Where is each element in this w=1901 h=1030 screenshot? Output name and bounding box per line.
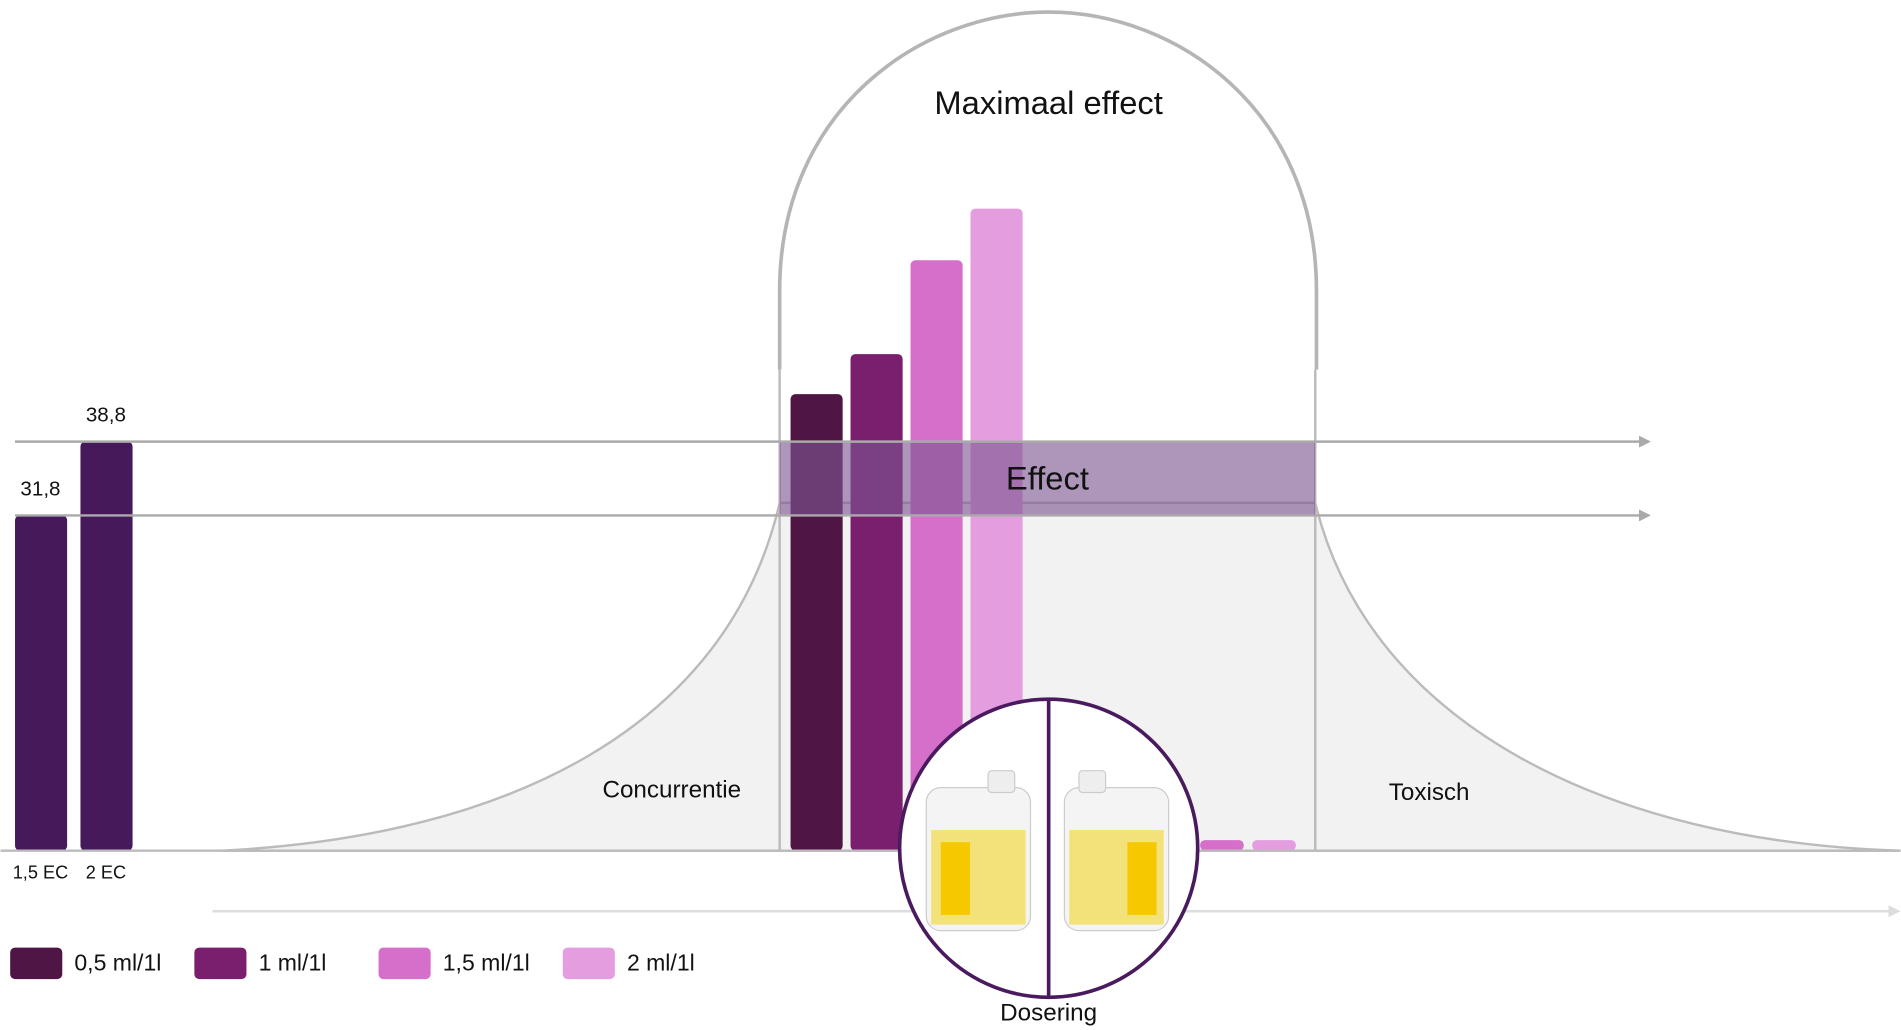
legend-label: 1 ml/1l — [259, 950, 327, 976]
legend-swatch — [10, 947, 63, 980]
effect-band — [779, 441, 1316, 516]
bar — [850, 354, 903, 851]
legend-swatch — [378, 947, 431, 980]
bar — [1252, 840, 1296, 851]
bottle — [1063, 770, 1170, 932]
legend-label: 1,5 ml/1l — [443, 950, 530, 976]
x-tick-label: 1,5 EC — [13, 862, 69, 882]
title: Maximaal effect — [934, 84, 1162, 121]
x-axis-label: Dosering — [1000, 1000, 1097, 1027]
dome — [777, 10, 1319, 370]
zone-label: Concurrentie — [602, 777, 741, 804]
value-label: 31,8 — [20, 477, 60, 500]
bar — [15, 515, 68, 851]
legend-label: 2 ml/1l — [627, 950, 695, 976]
bar — [910, 260, 963, 851]
legend-swatch — [194, 947, 247, 980]
dosing-circle — [897, 697, 1200, 1000]
legend-label: 0,5 ml/1l — [74, 950, 161, 976]
band-label: Effect — [1006, 460, 1089, 497]
bar — [1200, 840, 1244, 851]
zone-label: Toxisch — [1389, 779, 1470, 806]
legend-swatch — [562, 947, 615, 980]
value-label: 38,8 — [86, 404, 126, 427]
x-tick-label: 2 EC — [86, 862, 126, 882]
legend: 0,5 ml/1l 1 ml/1l 1,5 ml/1l 2 ml/1l — [10, 947, 695, 980]
bar — [80, 441, 133, 851]
bottle — [925, 770, 1032, 932]
overlay: Effect — [0, 435, 1901, 852]
bar — [970, 208, 1023, 851]
